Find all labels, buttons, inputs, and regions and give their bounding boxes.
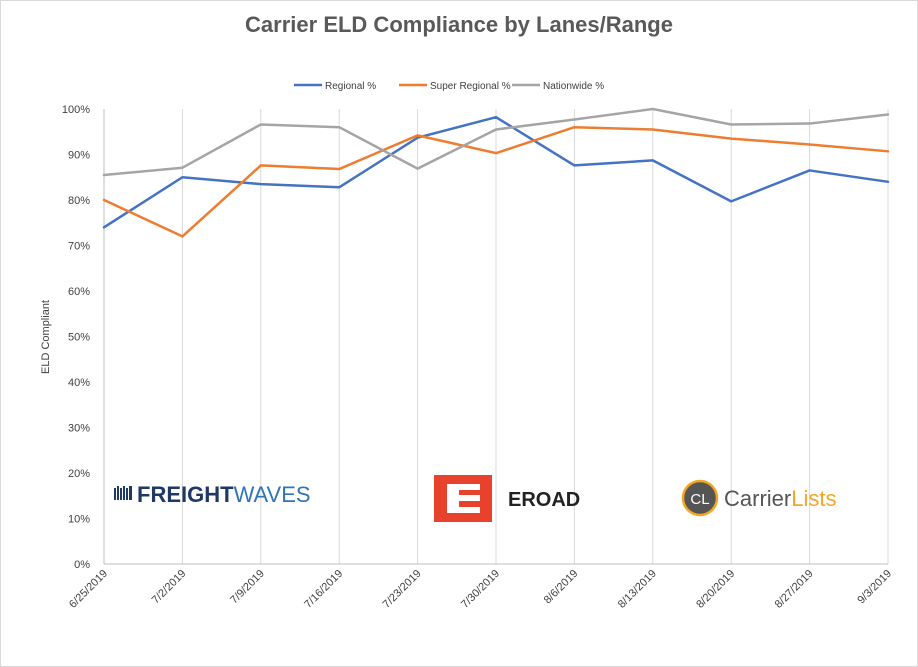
y-tick-label: 0% — [74, 559, 90, 571]
x-tick-label: 8/27/2019 — [773, 568, 816, 611]
series-lines — [102, 107, 890, 238]
carrierlists-logo: CL CarrierLists — [681, 479, 836, 517]
series-line — [102, 107, 890, 177]
x-tick-label: 7/9/2019 — [228, 568, 267, 607]
x-tick-label: 7/23/2019 — [381, 568, 424, 611]
gridlines — [103, 109, 889, 565]
y-tick-label: 80% — [68, 195, 90, 207]
legend-label: Nationwide % — [543, 81, 604, 92]
freightwaves-wordmark: FREIGHTWAVES — [137, 482, 311, 507]
series-line — [102, 125, 890, 238]
legend-label: Super Regional % — [430, 81, 511, 92]
y-tick-label: 20% — [68, 468, 90, 480]
carrierlists-badge-icon — [681, 479, 719, 517]
x-tick-label: 7/30/2019 — [459, 568, 502, 611]
chart-title: Carrier ELD Compliance by Lanes/Range — [245, 12, 673, 37]
x-tick-label: 6/25/2019 — [67, 568, 110, 611]
y-tick-label: 90% — [68, 150, 90, 162]
carrierlists-wordmark: CarrierLists — [724, 486, 836, 511]
x-tick-label: 7/16/2019 — [302, 568, 345, 611]
y-tick-label: 70% — [68, 241, 90, 253]
y-tick-label: 10% — [68, 514, 90, 526]
y-tick-labels: 0% 10% 20% 30% 40% 50% 60% 70% 80% 90% 100% — [62, 104, 90, 571]
y-tick-label: 100% — [62, 104, 90, 116]
x-tick-label: 7/2/2019 — [150, 568, 189, 607]
x-tick-label: 9/3/2019 — [855, 568, 894, 607]
eroad-logo: EROAD — [434, 475, 580, 522]
freightwaves-logo: FREIGHTWAVES — [114, 482, 311, 507]
legend: Regional % Super Regional % Nationwide % — [294, 81, 604, 92]
x-tick-label: 8/20/2019 — [694, 568, 737, 611]
freightwaves-bars-icon — [114, 486, 132, 500]
series-line — [102, 115, 890, 229]
carrierlists-badge-text: CL — [690, 491, 709, 508]
x-tick-label: 8/6/2019 — [542, 568, 581, 607]
y-tick-label: 40% — [68, 377, 90, 389]
x-tick-label: 8/13/2019 — [616, 568, 659, 611]
x-tick-labels: 6/25/2019 7/2/2019 7/9/2019 7/16/2019 7/23/2… — [67, 568, 894, 611]
y-axis-title: ELD Compliant — [40, 300, 52, 374]
y-tick-label: 30% — [68, 423, 90, 435]
legend-label: Regional % — [325, 81, 376, 92]
eroad-wordmark: EROAD — [508, 489, 580, 511]
y-tick-label: 60% — [68, 286, 90, 298]
y-tick-label: 50% — [68, 332, 90, 344]
